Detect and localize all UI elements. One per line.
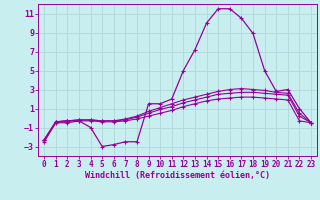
X-axis label: Windchill (Refroidissement éolien,°C): Windchill (Refroidissement éolien,°C): [85, 171, 270, 180]
